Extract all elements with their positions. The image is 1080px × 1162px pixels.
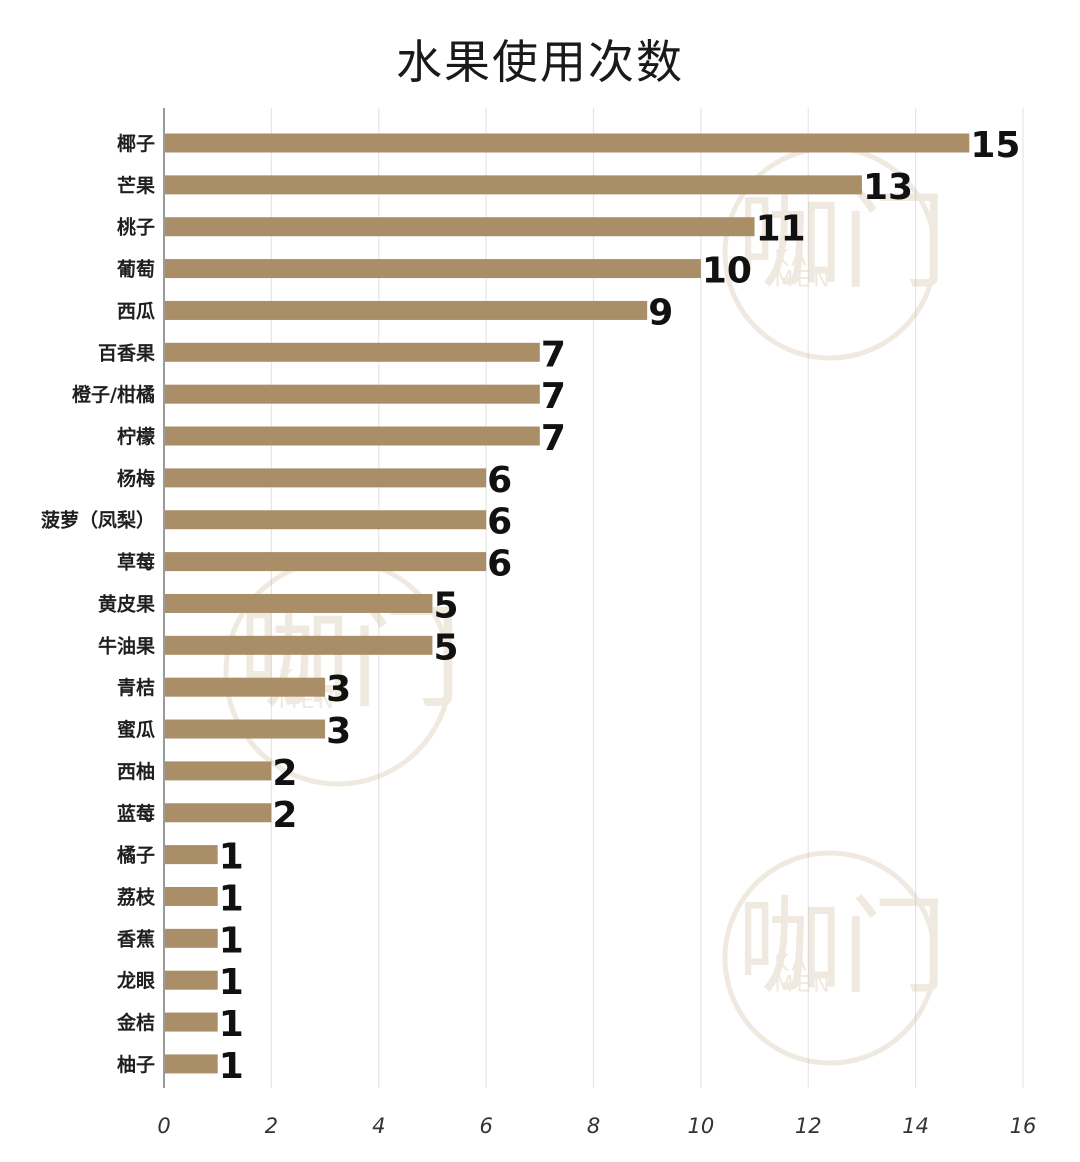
category-label-13: 青桔 [117, 676, 155, 699]
watermark-brand-cn: 咖门 [238, 594, 462, 724]
value-label-9: 6 [487, 502, 512, 543]
x-axis-ticks: 0 2 4 6 8 10 12 14 16 [157, 1114, 1036, 1138]
bar-8 [164, 468, 487, 488]
bar-12 [164, 635, 433, 655]
category-label-4: 西瓜 [117, 300, 155, 322]
bar-15 [164, 761, 272, 781]
category-label-8: 杨梅 [117, 467, 155, 490]
bar-14 [164, 719, 326, 739]
category-label-6: 橙子/柑橘 [72, 383, 155, 406]
category-label-3: 葡萄 [117, 258, 155, 281]
value-label-16: 2 [272, 795, 297, 836]
bar-5 [164, 342, 540, 362]
bar-11 [164, 593, 433, 613]
value-label-15: 2 [272, 753, 297, 794]
value-label-17: 1 [219, 837, 244, 878]
value-label-8: 6 [487, 460, 512, 501]
value-label-2: 11 [756, 209, 806, 250]
bar-21 [164, 1012, 218, 1032]
category-label-1: 芒果 [117, 174, 155, 197]
bar-20 [164, 970, 218, 990]
value-label-18: 1 [219, 878, 244, 919]
bar-4 [164, 300, 648, 320]
x-tick-label-0: 0 [157, 1114, 170, 1138]
bar-13 [164, 677, 326, 697]
chart-title: 水果使用次数 [396, 35, 684, 89]
bar-16 [164, 803, 272, 823]
x-tick-label-8: 16 [1010, 1114, 1037, 1138]
bar-17 [164, 845, 218, 865]
x-tick-label-5: 10 [688, 1114, 715, 1138]
watermark-brand-cn: 咖门 [737, 181, 947, 303]
category-label-18: 荔枝 [117, 885, 156, 908]
bars [164, 133, 970, 1074]
category-label-21: 金桔 [116, 1011, 155, 1034]
x-tick-label-6: 12 [795, 1114, 822, 1138]
value-label-1: 13 [863, 167, 913, 208]
bar-0 [164, 133, 970, 153]
category-label-9: 菠萝（凤梨） [41, 509, 155, 532]
value-label-20: 1 [219, 962, 244, 1003]
bar-18 [164, 886, 218, 906]
watermark-brand-en-2: MEN [774, 973, 832, 998]
value-label-11: 5 [433, 585, 458, 626]
watermark-brand-en-2: MEN [774, 268, 832, 293]
x-tick-label-2: 4 [372, 1114, 385, 1138]
category-label-7: 柠檬 [117, 425, 155, 448]
value-label-12: 5 [433, 627, 458, 668]
category-label-16: 蓝莓 [117, 802, 155, 825]
bar-7 [164, 426, 540, 446]
category-label-19: 香蕉 [116, 927, 155, 950]
category-label-20: 龙眼 [117, 969, 155, 992]
category-label-12: 牛油果 [98, 634, 155, 657]
watermark-brand-cn: 咖门 [737, 886, 947, 1008]
value-label-0: 15 [970, 125, 1020, 166]
bar-19 [164, 928, 218, 948]
x-tick-label-3: 6 [479, 1114, 492, 1138]
value-label-5: 7 [541, 334, 566, 375]
category-label-2: 桃子 [117, 216, 155, 239]
watermark-circle [722, 850, 938, 1066]
value-label-14: 3 [326, 711, 351, 752]
category-label-5: 百香果 [98, 342, 155, 364]
bar-10 [164, 552, 487, 572]
category-label-11: 黄皮果 [98, 592, 155, 615]
value-label-10: 6 [487, 544, 512, 585]
value-label-21: 1 [219, 1004, 244, 1045]
value-label-4: 9 [648, 292, 673, 333]
category-label-15: 西柚 [117, 760, 155, 783]
category-label-17: 橘子 [116, 844, 155, 867]
bar-22 [164, 1054, 218, 1074]
watermark-brand-en-1: KA [774, 247, 809, 272]
watermark-logos: 咖门KAMEN咖门KAMEN咖门KAMEN [223, 145, 947, 1066]
bar-3 [164, 259, 701, 279]
category-label-22: 柚子 [117, 1053, 155, 1076]
category-label-0: 椰子 [117, 132, 155, 155]
category-label-14: 蜜瓜 [117, 718, 155, 741]
bar-1 [164, 175, 862, 195]
value-label-19: 1 [219, 920, 244, 961]
x-tick-label-4: 8 [587, 1114, 600, 1138]
value-label-6: 7 [541, 376, 566, 417]
x-tick-label-7: 14 [902, 1114, 929, 1138]
value-label-3: 10 [702, 251, 752, 292]
bar-6 [164, 384, 540, 404]
value-label-22: 1 [219, 1046, 244, 1087]
watermark-brand-en-1: KA [774, 952, 809, 977]
value-label-13: 3 [326, 669, 351, 710]
category-label-10: 草莓 [117, 551, 155, 574]
x-tick-label-1: 2 [265, 1114, 278, 1138]
bar-9 [164, 510, 487, 530]
bar-2 [164, 217, 755, 237]
value-label-7: 7 [541, 418, 566, 459]
